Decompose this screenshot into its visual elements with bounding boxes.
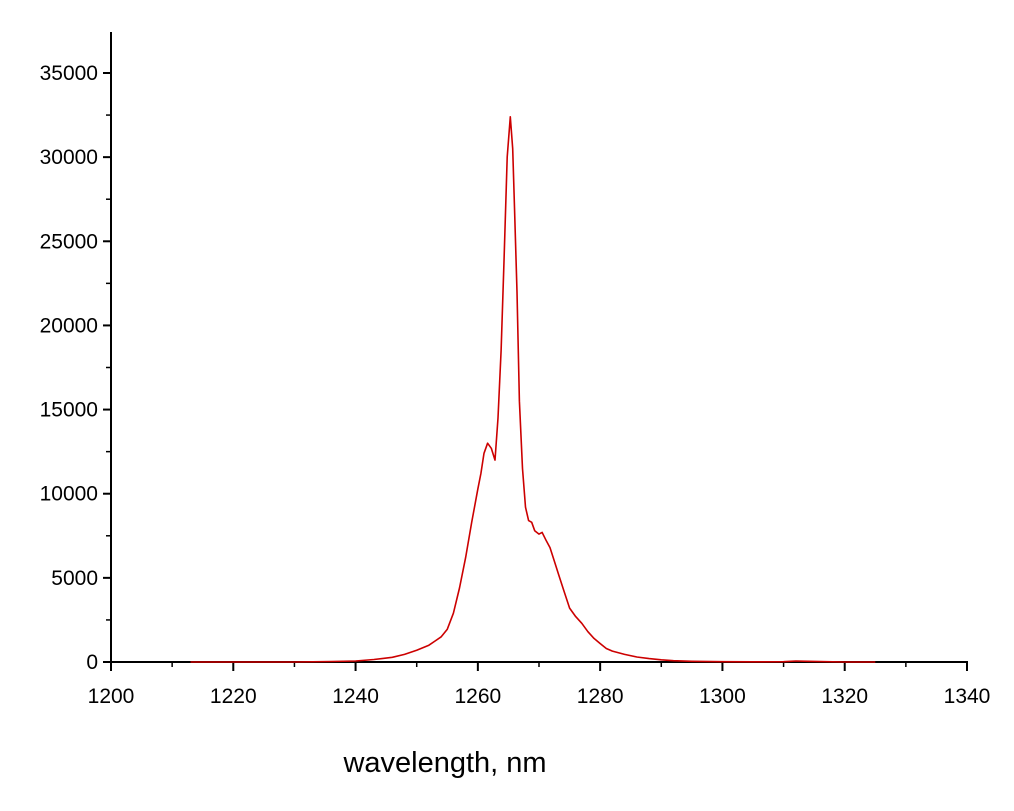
y-tick-label: 25000 (40, 230, 98, 253)
y-tick-label: 30000 (40, 146, 98, 169)
y-tick-label: 0 (86, 651, 98, 674)
x-tick-label: 1200 (88, 685, 135, 708)
x-tick-label: 1300 (699, 685, 746, 708)
x-tick-label: 1220 (210, 685, 257, 708)
x-tick-label: 1240 (332, 685, 379, 708)
axes (110, 32, 968, 663)
x-tick-label: 1340 (944, 685, 991, 708)
y-tick-label: 5000 (51, 567, 98, 590)
y-ticks: 0 5000 10000 15000 20000 25000 30000 35000 (40, 62, 111, 674)
spectrum-line (190, 116, 876, 663)
x-tick-label: 1260 (454, 685, 501, 708)
x-tick-label: 1280 (577, 685, 624, 708)
x-ticks: 1200 1220 1240 1260 1280 1300 1320 1340 (88, 662, 991, 708)
y-tick-label: 15000 (40, 399, 98, 422)
y-tick-label: 20000 (40, 314, 98, 337)
x-axis-title: wavelength, nm (342, 747, 546, 779)
y-tick-label: 10000 (40, 483, 98, 506)
y-tick-label: 35000 (40, 62, 98, 85)
x-tick-label: 1320 (821, 685, 868, 708)
series-layer (190, 116, 876, 663)
